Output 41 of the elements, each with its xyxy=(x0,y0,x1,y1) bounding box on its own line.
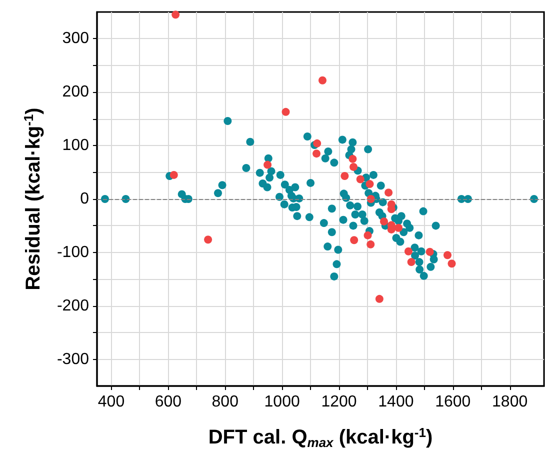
x-tick-label: 1600 xyxy=(435,394,471,410)
x-tick-label: 600 xyxy=(154,394,182,410)
point xyxy=(364,231,372,240)
point xyxy=(404,247,412,256)
point xyxy=(443,251,452,260)
point xyxy=(204,236,212,244)
point xyxy=(366,180,374,188)
point xyxy=(375,294,384,303)
point xyxy=(172,10,180,19)
point xyxy=(348,154,357,163)
x-tick-label: 1200 xyxy=(321,394,357,410)
point xyxy=(356,175,364,184)
x-tick-label: 400 xyxy=(98,394,125,410)
point xyxy=(394,224,403,232)
point xyxy=(264,160,272,169)
point xyxy=(170,170,178,179)
point xyxy=(318,76,326,84)
point xyxy=(312,150,321,158)
x-tick-label: 1800 xyxy=(492,394,528,410)
point xyxy=(407,258,416,266)
y-tick-label: -100 xyxy=(56,244,90,261)
y-tick-label: 300 xyxy=(62,30,90,48)
point xyxy=(380,217,388,226)
point xyxy=(384,188,393,197)
x-tick-label: 1000 xyxy=(264,394,300,410)
point xyxy=(340,172,349,180)
point xyxy=(426,248,434,256)
x-tick-label: 800 xyxy=(212,394,239,410)
point xyxy=(366,240,375,248)
point xyxy=(350,236,358,244)
y-tick-label: 100 xyxy=(62,137,90,154)
y-tick-label: 200 xyxy=(62,84,90,101)
x-tick-label: 1400 xyxy=(378,394,414,410)
point xyxy=(448,260,456,268)
y-axis-title: Residual (kcal·kg-1) xyxy=(21,108,44,290)
point xyxy=(350,162,358,171)
y-tick-label: 0 xyxy=(80,190,90,208)
point xyxy=(282,108,290,116)
y-tick-label: -200 xyxy=(56,297,90,314)
point xyxy=(313,139,322,148)
y-tick-label: -300 xyxy=(56,350,90,368)
